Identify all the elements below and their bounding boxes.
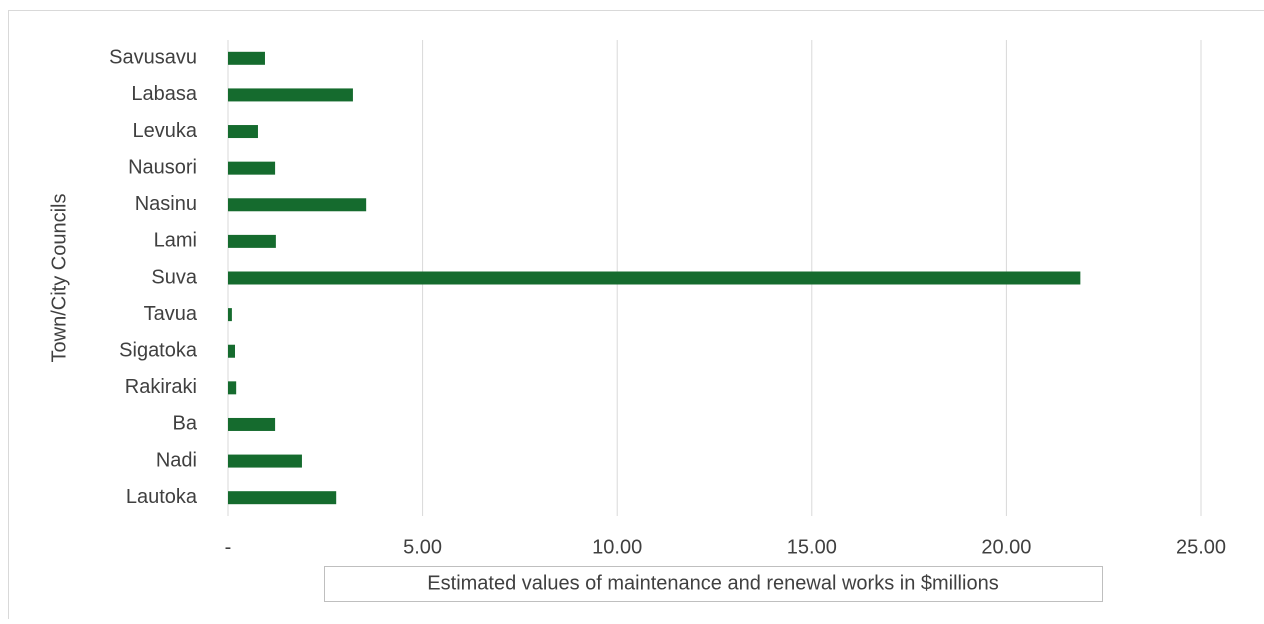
y-tick-label: Nadi [156,449,197,471]
bar [228,198,366,211]
y-tick-label: Savusavu [109,47,197,69]
bar [228,455,302,468]
bar [228,345,235,358]
y-tick-label: Nausori [128,156,197,178]
bar [228,491,336,504]
x-tick-label: 20.00 [981,536,1031,558]
x-axis-title: Estimated values of maintenance and rene… [427,572,998,594]
y-tick-label: Rakiraki [125,376,197,398]
bar [228,235,276,248]
y-tick-label: Nasinu [135,193,197,215]
y-tick-label: Levuka [133,120,198,142]
y-axis-title: Town/City Councils [48,194,70,363]
y-tick-label: Lautoka [126,486,198,508]
y-tick-label: Ba [173,413,198,435]
y-tick-label: Suva [151,266,197,288]
x-tick-label: 10.00 [592,536,642,558]
bar [228,308,232,321]
y-tick-label: Sigatoka [119,340,198,362]
y-tick-label: Labasa [131,83,197,105]
bar [228,418,275,431]
x-tick-label: 15.00 [787,536,837,558]
x-tick-label: 25.00 [1176,536,1226,558]
x-tick-label: - [225,536,232,558]
y-tick-label: Tavua [144,303,198,325]
bar [228,125,258,138]
bar [228,381,236,394]
bar [228,88,353,101]
bar [228,162,275,175]
bar [228,272,1080,285]
y-tick-label: Lami [154,230,197,252]
x-tick-label: 5.00 [403,536,442,558]
bar [228,52,265,65]
